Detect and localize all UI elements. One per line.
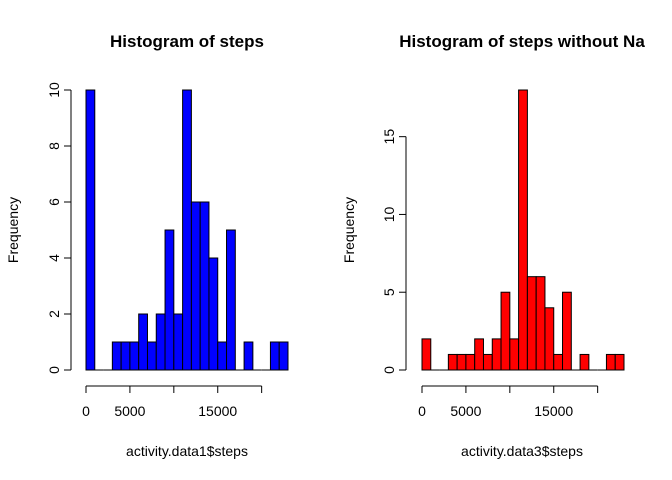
histogram-bar <box>553 353 564 371</box>
histogram-bar <box>562 291 572 371</box>
chart-title: Histogram of steps <box>110 32 264 51</box>
x-tick-label: 0 <box>82 403 90 419</box>
y-tick-label: 5 <box>381 288 397 296</box>
histogram-bar <box>182 89 192 371</box>
y-tick-label: 6 <box>46 198 62 206</box>
y-axis: 0 2 4 6 8 10 <box>46 82 72 374</box>
histogram-bar <box>544 307 555 371</box>
histogram-bar <box>129 341 140 371</box>
histogram-bar <box>579 353 590 371</box>
histogram-bar <box>155 313 166 371</box>
histogram-bar <box>243 341 254 371</box>
histogram-bar <box>269 341 280 371</box>
histogram-bar <box>173 313 184 371</box>
x-axis-label: activity.data3$steps <box>461 443 583 459</box>
histogram-bar <box>217 341 228 371</box>
x-axis: 0 5000 15000 <box>418 385 599 419</box>
y-tick-label: 10 <box>381 206 397 222</box>
x-axis-label: activity.data1$steps <box>126 443 248 459</box>
histogram-bar <box>447 353 458 371</box>
histogram-bar <box>518 89 528 371</box>
histogram-bar <box>491 338 502 371</box>
y-tick-label: 0 <box>381 366 397 374</box>
histogram-bar <box>278 341 289 371</box>
x-tick-label: 15000 <box>198 403 237 419</box>
histogram-bar <box>120 341 131 371</box>
y-tick-label: 2 <box>46 310 62 318</box>
y-axis: 0 5 10 15 <box>381 129 407 374</box>
histogram-bar <box>199 201 210 371</box>
y-axis-label: Frequency <box>5 197 21 263</box>
histogram-bar <box>605 353 616 371</box>
histogram-bar <box>226 229 236 371</box>
histogram-bar <box>164 229 175 371</box>
x-tick-label: 15000 <box>534 403 573 419</box>
y-tick-label: 10 <box>46 82 62 98</box>
left-histogram-panel: Histogram of steps activity.data1$steps … <box>5 32 289 459</box>
histogram-bar <box>421 338 432 371</box>
histogram-bar <box>85 89 96 371</box>
histogram-bar <box>146 341 157 371</box>
x-tick-label: 0 <box>418 403 426 419</box>
histogram-bar <box>509 338 520 371</box>
histogram-bar <box>482 353 493 371</box>
y-tick-label: 15 <box>381 129 397 145</box>
histogram-bar <box>190 201 201 371</box>
y-axis-label: Frequency <box>341 197 357 263</box>
bars <box>421 89 625 371</box>
x-tick-label: 5000 <box>450 403 481 419</box>
right-histogram-panel: Histogram of steps without Na activity.d… <box>341 32 645 459</box>
histogram-bar <box>535 276 546 371</box>
histogram-bar <box>526 276 537 371</box>
x-axis: 0 5000 15000 <box>82 385 263 419</box>
histogram-bar <box>465 353 476 371</box>
histogram-bar <box>138 313 148 371</box>
histogram-bar <box>208 257 219 371</box>
bars <box>85 89 289 371</box>
x-tick-label: 5000 <box>114 403 145 419</box>
histogram-bar <box>456 353 467 371</box>
y-tick-label: 8 <box>46 142 62 150</box>
histogram-bar <box>111 341 122 371</box>
histogram-bar <box>614 353 625 371</box>
histogram-bar <box>500 291 511 371</box>
histogram-bar <box>474 338 484 371</box>
chart-title: Histogram of steps without Na <box>399 32 645 51</box>
y-tick-label: 0 <box>46 366 62 374</box>
y-tick-label: 4 <box>46 254 62 262</box>
